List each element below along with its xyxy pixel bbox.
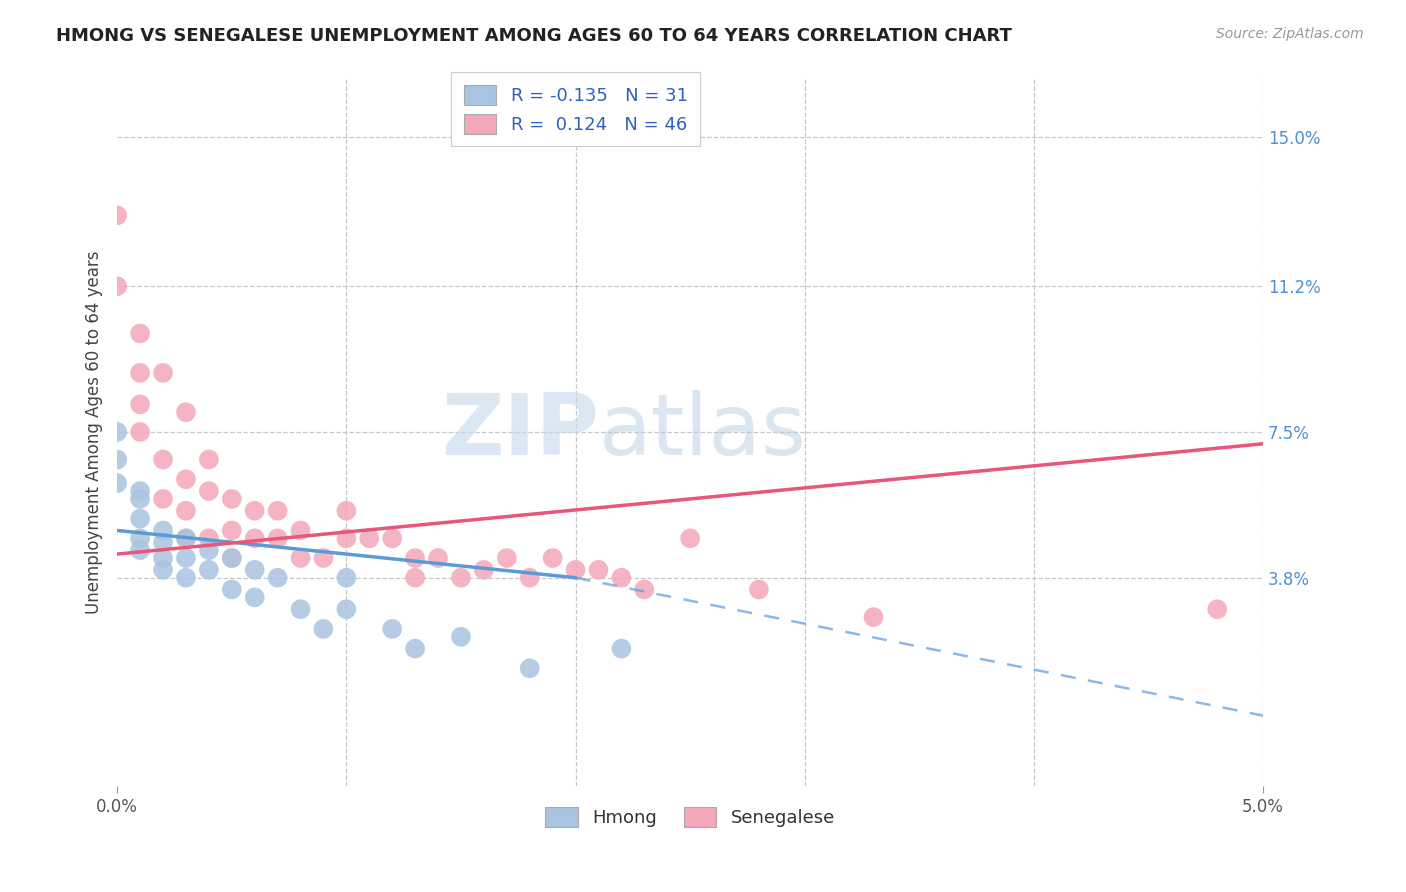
Point bbox=[564, 563, 586, 577]
Point bbox=[335, 504, 357, 518]
Point bbox=[174, 571, 197, 585]
Point bbox=[381, 531, 404, 545]
Point bbox=[129, 484, 152, 499]
Point bbox=[129, 543, 152, 558]
Y-axis label: Unemployment Among Ages 60 to 64 years: Unemployment Among Ages 60 to 64 years bbox=[86, 251, 103, 614]
Point bbox=[152, 563, 174, 577]
Point bbox=[152, 366, 174, 380]
Point bbox=[152, 491, 174, 506]
Point bbox=[198, 531, 221, 545]
Point bbox=[152, 551, 174, 566]
Point bbox=[381, 622, 404, 636]
Point bbox=[633, 582, 655, 597]
Point bbox=[748, 582, 770, 597]
Legend: Hmong, Senegalese: Hmong, Senegalese bbox=[538, 800, 842, 834]
Point bbox=[862, 610, 884, 624]
Point bbox=[1206, 602, 1229, 616]
Point bbox=[610, 571, 633, 585]
Point bbox=[198, 563, 221, 577]
Point bbox=[588, 563, 610, 577]
Text: Source: ZipAtlas.com: Source: ZipAtlas.com bbox=[1216, 27, 1364, 41]
Point bbox=[174, 551, 197, 566]
Point bbox=[335, 531, 357, 545]
Point bbox=[129, 425, 152, 439]
Point bbox=[359, 531, 381, 545]
Point bbox=[610, 641, 633, 656]
Point bbox=[290, 551, 312, 566]
Point bbox=[450, 571, 472, 585]
Point bbox=[105, 425, 128, 439]
Point bbox=[427, 551, 450, 566]
Point bbox=[174, 472, 197, 486]
Point bbox=[221, 524, 243, 538]
Point bbox=[312, 551, 335, 566]
Point bbox=[221, 551, 243, 566]
Point bbox=[152, 524, 174, 538]
Point bbox=[105, 476, 128, 491]
Point bbox=[266, 531, 288, 545]
Point bbox=[243, 563, 266, 577]
Point bbox=[198, 543, 221, 558]
Point bbox=[174, 405, 197, 419]
Point bbox=[198, 484, 221, 499]
Point bbox=[129, 326, 152, 341]
Point bbox=[129, 397, 152, 411]
Point bbox=[129, 366, 152, 380]
Point bbox=[404, 641, 426, 656]
Point bbox=[174, 504, 197, 518]
Point bbox=[105, 208, 128, 222]
Point bbox=[679, 531, 702, 545]
Point bbox=[129, 531, 152, 545]
Text: atlas: atlas bbox=[599, 391, 807, 474]
Point bbox=[105, 452, 128, 467]
Point bbox=[404, 551, 426, 566]
Point bbox=[152, 452, 174, 467]
Point bbox=[105, 279, 128, 293]
Point bbox=[221, 551, 243, 566]
Point bbox=[152, 535, 174, 549]
Point bbox=[495, 551, 517, 566]
Point bbox=[221, 582, 243, 597]
Point bbox=[243, 504, 266, 518]
Point bbox=[129, 491, 152, 506]
Point bbox=[519, 571, 541, 585]
Point bbox=[290, 602, 312, 616]
Text: HMONG VS SENEGALESE UNEMPLOYMENT AMONG AGES 60 TO 64 YEARS CORRELATION CHART: HMONG VS SENEGALESE UNEMPLOYMENT AMONG A… bbox=[56, 27, 1012, 45]
Point bbox=[335, 602, 357, 616]
Point bbox=[404, 571, 426, 585]
Point bbox=[243, 531, 266, 545]
Point bbox=[198, 452, 221, 467]
Point bbox=[266, 571, 288, 585]
Point bbox=[174, 531, 197, 545]
Point bbox=[290, 524, 312, 538]
Point bbox=[266, 504, 288, 518]
Point bbox=[221, 491, 243, 506]
Point bbox=[541, 551, 564, 566]
Point bbox=[243, 591, 266, 605]
Point bbox=[519, 661, 541, 675]
Point bbox=[335, 571, 357, 585]
Point bbox=[472, 563, 495, 577]
Point bbox=[129, 511, 152, 525]
Point bbox=[174, 531, 197, 545]
Text: ZIP: ZIP bbox=[440, 391, 599, 474]
Point bbox=[312, 622, 335, 636]
Point bbox=[450, 630, 472, 644]
